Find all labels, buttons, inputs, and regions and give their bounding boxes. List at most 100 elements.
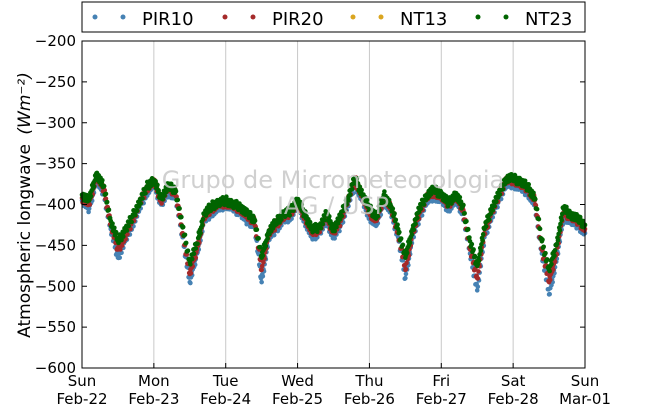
data-point <box>299 202 305 207</box>
data-point <box>162 193 167 198</box>
data-point <box>116 240 121 246</box>
data-point <box>160 196 166 202</box>
data-point <box>334 224 339 230</box>
data-point <box>256 236 261 241</box>
y-axis-title-units: (Wm⁻²) <box>15 72 35 134</box>
legend-entry-nt23: NT23 <box>475 9 572 30</box>
data-point <box>159 201 164 206</box>
data-point <box>461 202 466 208</box>
data-point <box>418 206 424 212</box>
data-point <box>368 203 373 209</box>
data-point <box>140 196 145 201</box>
data-point <box>555 237 561 243</box>
legend-marker-pir20-b <box>250 14 256 20</box>
data-point <box>486 217 492 222</box>
data-point <box>118 247 123 252</box>
data-point <box>458 199 464 204</box>
data-point <box>208 208 214 214</box>
data-marks <box>79 170 588 297</box>
data-point <box>464 218 469 224</box>
data-point <box>403 275 408 281</box>
data-point <box>110 221 115 226</box>
data-point <box>103 191 109 197</box>
data-point <box>322 217 327 223</box>
x-tick-label-date: Feb-27 <box>416 390 467 408</box>
legend-marker-nt23 <box>475 14 481 20</box>
data-point <box>124 228 130 233</box>
x-tick-label-date: Feb-26 <box>344 390 395 408</box>
y-tick-label: −200 <box>35 32 76 50</box>
y-tick-label: −550 <box>35 318 76 336</box>
data-point <box>86 209 91 215</box>
data-point <box>467 235 472 240</box>
data-point <box>344 202 349 207</box>
data-point <box>415 215 420 221</box>
data-point <box>291 208 296 213</box>
data-point <box>179 214 184 220</box>
data-point <box>100 177 105 183</box>
data-point <box>554 241 560 247</box>
x-axis: SunFeb-22MonFeb-23TueFeb-24WedFeb-25ThuF… <box>56 363 611 408</box>
data-point <box>175 197 181 203</box>
data-point <box>556 231 561 237</box>
data-point <box>195 241 200 247</box>
data-point <box>200 216 206 222</box>
data-point <box>476 258 482 264</box>
data-point <box>404 260 409 266</box>
data-point <box>339 213 345 219</box>
watermark: Grupo de Micrometeorologia IAG / USP <box>162 166 504 220</box>
data-point <box>411 227 417 233</box>
data-point <box>540 237 545 242</box>
x-tick-label-date: Feb-23 <box>128 390 179 408</box>
legend-frame <box>81 1 586 33</box>
x-tick-label-date: Feb-25 <box>272 390 323 408</box>
data-point <box>380 200 385 205</box>
legend: PIR10 PIR20 NT13 NT23 <box>81 1 586 33</box>
legend-marker-nt13 <box>350 14 356 20</box>
data-point <box>557 227 563 233</box>
y-tick-label: −250 <box>35 73 76 91</box>
data-point <box>552 247 558 253</box>
data-point <box>475 284 481 290</box>
data-point <box>398 236 404 241</box>
x-tick-label-day: Fri <box>432 372 450 390</box>
data-point <box>377 207 382 213</box>
legend-label-nt23: NT23 <box>525 9 572 30</box>
data-point <box>263 243 269 249</box>
data-point <box>318 225 324 231</box>
data-point <box>193 255 199 260</box>
watermark-line-2: IAG / USP <box>277 192 389 220</box>
data-point <box>113 229 119 235</box>
x-tick-label-day: Sun <box>68 372 97 390</box>
data-point <box>260 274 266 279</box>
data-point <box>559 217 564 223</box>
data-point <box>180 224 186 230</box>
data-point <box>407 240 413 245</box>
data-point <box>430 199 435 204</box>
data-point <box>265 236 270 241</box>
data-point <box>117 255 123 260</box>
data-point <box>346 198 351 203</box>
data-point <box>259 263 265 269</box>
data-point <box>547 277 553 283</box>
x-tick-label-day: Sun <box>571 372 600 390</box>
data-point <box>390 206 396 211</box>
data-point <box>549 261 554 267</box>
data-point <box>104 199 110 205</box>
data-point <box>483 224 489 229</box>
data-point <box>478 248 484 253</box>
data-point <box>138 201 143 206</box>
data-point <box>155 182 160 188</box>
data-point <box>342 207 348 213</box>
y-tick-label: −300 <box>35 114 76 132</box>
x-tick-label-date: Feb-28 <box>488 390 539 408</box>
data-point <box>200 222 205 228</box>
y-axis-title: Atmospheric longwave (Wm⁻²) <box>15 72 35 338</box>
data-point <box>552 253 557 258</box>
data-point <box>185 248 191 253</box>
data-point <box>547 268 552 274</box>
data-point <box>347 192 353 197</box>
data-point <box>526 182 532 187</box>
legend-marker-pir10 <box>92 14 98 20</box>
data-point <box>191 251 197 256</box>
